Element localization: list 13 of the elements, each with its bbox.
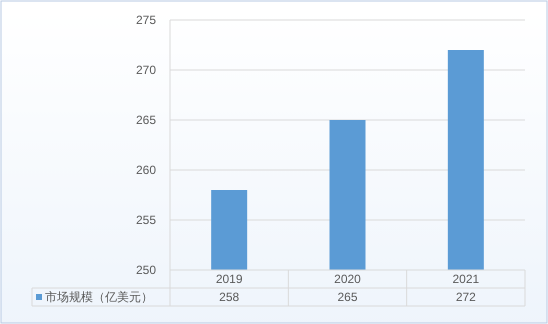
data-label: 258 xyxy=(219,290,240,304)
data-label: 272 xyxy=(456,290,476,304)
legend-label: 市场规模（亿美元） xyxy=(45,290,153,304)
data-label: 265 xyxy=(337,290,358,304)
y-tick-label: 260 xyxy=(136,163,156,177)
y-tick-label: 265 xyxy=(136,113,156,127)
y-tick-label: 270 xyxy=(136,63,156,77)
y-tick-label: 250 xyxy=(136,263,156,277)
y-tick-label: 275 xyxy=(136,13,156,27)
x-tick-label: 2021 xyxy=(452,272,480,286)
y-tick-label: 255 xyxy=(136,213,156,227)
x-tick-label: 2019 xyxy=(216,272,243,286)
x-tick-label: 2020 xyxy=(334,272,362,286)
